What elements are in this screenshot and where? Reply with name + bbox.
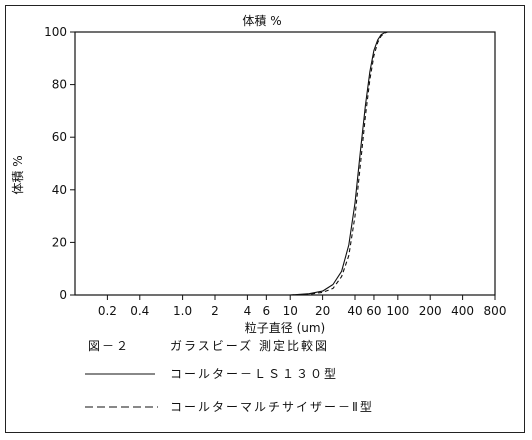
x-tick-label: 200 [419, 304, 442, 318]
legend-dashed-label: コールターマルチサイザー－Ⅱ型 [170, 400, 374, 414]
x-tick-label: 40 [347, 304, 362, 318]
y-tick-label: 80 [52, 78, 67, 92]
y-tick-label: 20 [52, 235, 67, 249]
figure-frame [5, 5, 525, 433]
plot-area [74, 31, 496, 296]
series-line-dashed [290, 31, 495, 296]
chart-title: 体積 % [242, 13, 281, 28]
legend-solid-label: コールター－ＬＳ１３０型 [170, 367, 338, 381]
y-tick-label: 0 [59, 288, 67, 302]
x-tick-label: 4 [244, 304, 252, 318]
y-axis-label: 体積 % [10, 155, 25, 194]
x-tick-label: 2 [211, 304, 219, 318]
x-tick-label: 6 [263, 304, 271, 318]
x-tick-label: 800 [484, 304, 507, 318]
series-line-solid [290, 31, 495, 296]
figure-title: ガラスビーズ 測定比較図 [170, 338, 329, 353]
y-tick-label: 100 [44, 25, 67, 39]
x-tick-label: 1.0 [173, 304, 192, 318]
x-tick-label: 10 [283, 304, 298, 318]
x-axis-label: 粒子直径 (um) [245, 320, 325, 335]
y-tick-label: 60 [52, 130, 67, 144]
y-tick-label: 40 [52, 183, 67, 197]
x-tick-label: 0.2 [98, 304, 117, 318]
figure-label: 図－２ [88, 339, 130, 353]
x-tick-label: 60 [366, 304, 381, 318]
x-tick-label: 0.4 [130, 304, 149, 318]
x-tick-label: 20 [315, 304, 330, 318]
x-tick-label: 400 [451, 304, 474, 318]
x-tick-label: 100 [386, 304, 409, 318]
